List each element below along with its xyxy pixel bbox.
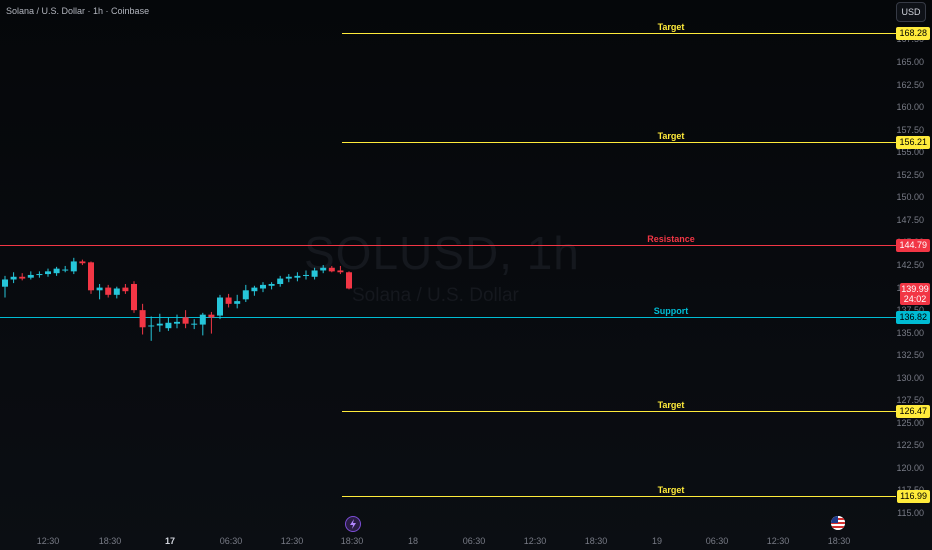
candle-body[interactable] <box>199 314 206 325</box>
time-axis-tick: 06:30 <box>219 536 243 546</box>
candle-body[interactable] <box>268 283 275 286</box>
candle-body[interactable] <box>156 323 163 326</box>
level-price-tag: 136.82 <box>896 310 930 324</box>
level-price-tag: 144.79 <box>896 238 930 252</box>
level-label-target: Target <box>657 21 685 32</box>
candle-body[interactable] <box>62 269 69 271</box>
price-axis-tick: 142.50 <box>896 259 924 270</box>
price-axis-tick: 125.00 <box>896 417 924 428</box>
price-axis-tick: 155.00 <box>896 147 924 158</box>
candle-body[interactable] <box>105 287 112 295</box>
candle-body[interactable] <box>174 321 180 324</box>
price-axis-tick: 157.50 <box>896 124 924 135</box>
candle-body[interactable] <box>260 284 266 289</box>
candle-body[interactable] <box>27 274 34 278</box>
level-price-tag: 116.99 <box>897 489 930 503</box>
time-axis-tick: 12:30 <box>36 536 60 546</box>
level-price-tag: 126.47 <box>896 404 930 418</box>
time-axis-tick: 18 <box>407 536 419 546</box>
price-axis-tick: 122.50 <box>896 440 924 451</box>
price-axis-tick: 115.00 <box>897 508 924 518</box>
crypto-event-icon[interactable] <box>345 516 361 532</box>
candle-body[interactable] <box>311 270 318 277</box>
currency-button[interactable]: USD <box>896 2 926 22</box>
time-axis-tick: 06:30 <box>705 536 729 546</box>
candle-body[interactable] <box>294 275 301 278</box>
price-axis-tick: 152.50 <box>896 169 924 180</box>
candle-body[interactable] <box>165 322 172 329</box>
price-axis-tick: 160.00 <box>896 102 924 113</box>
time-axis-tick: 18:30 <box>340 536 364 546</box>
candle-body[interactable] <box>88 262 94 291</box>
time-axis-tick: 12:30 <box>766 536 790 546</box>
candle-body[interactable] <box>191 323 198 325</box>
candle-body[interactable] <box>225 297 232 304</box>
candle-body[interactable] <box>328 267 335 272</box>
time-axis-tick: 18:30 <box>584 536 608 546</box>
time-axis-tick: 12:30 <box>523 536 547 546</box>
symbol-header: Solana / U.S. Dollar · 1h · Coinbase <box>6 6 150 16</box>
level-label-resistance: Resistance <box>647 233 695 244</box>
current-price-tag: 139.99 24:02 <box>900 283 930 305</box>
candle-body[interactable] <box>10 276 17 280</box>
price-axis-tick: 165.00 <box>896 57 924 67</box>
candle-body[interactable] <box>131 283 137 311</box>
candle-body[interactable] <box>122 287 129 292</box>
level-label-target: Target <box>657 399 685 410</box>
price-axis-tick: 132.50 <box>896 350 924 361</box>
price-axis-tick: 150.00 <box>896 192 924 203</box>
candle-body[interactable] <box>139 310 146 328</box>
candle-body[interactable] <box>36 274 43 276</box>
candle-body[interactable] <box>70 261 77 272</box>
level-label-target: Target <box>657 130 685 141</box>
watermark-ticker: SOLUSD, 1h <box>304 227 580 279</box>
time-axis-tick: 19 <box>651 536 663 546</box>
candle-body[interactable] <box>53 268 60 274</box>
candle-body[interactable] <box>346 272 352 289</box>
candle-body[interactable] <box>337 270 344 273</box>
candle-body[interactable] <box>234 301 241 304</box>
watermark-symbol-name: Solana / U.S. Dollar <box>352 285 519 306</box>
candle-body[interactable] <box>182 317 189 324</box>
candle-body[interactable] <box>79 261 86 264</box>
level-price-tag: 168.28 <box>896 26 930 40</box>
candle-body[interactable] <box>113 288 120 295</box>
candle-body[interactable] <box>242 290 249 300</box>
candle-body[interactable] <box>217 297 223 316</box>
bar-countdown: 24:02 <box>903 294 927 304</box>
level-label-target: Target <box>657 484 685 495</box>
candle-body[interactable] <box>96 287 103 291</box>
candle-body[interactable] <box>2 279 8 287</box>
candle-body[interactable] <box>251 287 258 292</box>
us-flag-economic-event-icon[interactable] <box>831 516 845 530</box>
price-axis-tick: 127.50 <box>896 395 924 406</box>
candle-body[interactable] <box>285 276 292 279</box>
time-axis-tick: 06:30 <box>462 536 486 546</box>
time-axis-tick: 18:30 <box>827 536 851 546</box>
price-axis-tick: 135.00 <box>896 327 924 338</box>
candle-body[interactable] <box>19 276 26 279</box>
candle-body[interactable] <box>277 278 284 284</box>
price-axis-tick: 137.50 <box>896 305 924 315</box>
time-axis-tick: 18:30 <box>98 536 122 546</box>
price-axis-tick: 130.00 <box>896 372 924 383</box>
price-axis-tick: 120.00 <box>896 462 924 473</box>
level-price-tag: 156.21 <box>896 135 930 149</box>
candle-body[interactable] <box>320 267 327 271</box>
candle-body[interactable] <box>45 271 51 275</box>
price-axis-tick: 162.50 <box>896 79 924 90</box>
time-axis-tick: 17 <box>164 536 176 546</box>
price-axis-tick: 147.50 <box>896 214 924 225</box>
level-label-support: Support <box>653 305 689 316</box>
candle-body[interactable] <box>208 314 215 318</box>
candle-body[interactable] <box>148 325 155 327</box>
candle-body[interactable] <box>303 274 309 276</box>
time-axis-tick: 12:30 <box>280 536 304 546</box>
current-price-value: 139.99 <box>901 284 929 294</box>
